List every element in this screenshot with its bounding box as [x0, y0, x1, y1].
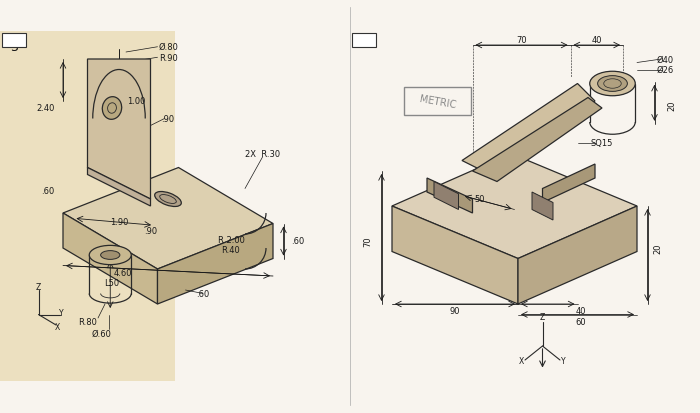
- Text: .60: .60: [291, 237, 304, 246]
- Text: .90: .90: [162, 115, 174, 124]
- Text: 70: 70: [516, 36, 527, 45]
- Text: L50: L50: [104, 279, 120, 288]
- Text: 20: 20: [654, 243, 662, 254]
- Text: Z: Z: [540, 312, 545, 321]
- Text: Ø40: Ø40: [657, 55, 673, 64]
- Polygon shape: [427, 178, 473, 214]
- Text: 40: 40: [592, 36, 602, 45]
- Ellipse shape: [155, 192, 181, 207]
- Text: 3: 3: [10, 34, 18, 47]
- Text: X: X: [55, 323, 60, 332]
- Polygon shape: [473, 98, 602, 182]
- Polygon shape: [88, 168, 150, 206]
- Polygon shape: [462, 84, 595, 175]
- Polygon shape: [0, 32, 175, 381]
- Text: METRIC: METRIC: [419, 94, 456, 110]
- Bar: [351, 34, 377, 47]
- Text: .90: .90: [144, 226, 157, 235]
- Ellipse shape: [102, 97, 122, 120]
- Text: 3: 3: [10, 40, 18, 54]
- Text: 2.40: 2.40: [36, 104, 55, 113]
- Text: R 2.00: R 2.00: [218, 235, 244, 244]
- Ellipse shape: [589, 72, 636, 97]
- Text: 4.60: 4.60: [113, 268, 132, 277]
- Text: 20: 20: [668, 100, 676, 111]
- Text: .60: .60: [41, 186, 54, 195]
- Text: 50: 50: [475, 195, 484, 204]
- Polygon shape: [63, 168, 273, 269]
- Text: 40: 40: [575, 307, 587, 316]
- Ellipse shape: [101, 251, 120, 260]
- Text: Y: Y: [561, 356, 566, 365]
- Bar: [1, 34, 27, 47]
- Text: SQ15: SQ15: [591, 139, 613, 148]
- Polygon shape: [88, 60, 150, 199]
- Ellipse shape: [90, 246, 132, 265]
- Polygon shape: [434, 182, 458, 210]
- Text: 1.90: 1.90: [110, 218, 128, 227]
- Text: R.80: R.80: [78, 317, 97, 326]
- Polygon shape: [63, 214, 158, 304]
- Text: Ø26: Ø26: [657, 66, 673, 75]
- Text: 1.00: 1.00: [127, 97, 146, 106]
- Text: .60: .60: [197, 289, 209, 298]
- Text: 15: 15: [536, 112, 550, 126]
- Text: Ø.60: Ø.60: [92, 330, 111, 338]
- Text: Y: Y: [59, 309, 64, 318]
- Polygon shape: [542, 165, 595, 203]
- Polygon shape: [392, 206, 518, 304]
- Polygon shape: [532, 192, 553, 221]
- Text: 70: 70: [363, 236, 372, 247]
- Text: Ø.80: Ø.80: [158, 43, 178, 52]
- Text: Z: Z: [36, 282, 41, 291]
- Text: 60: 60: [575, 317, 587, 326]
- Polygon shape: [0, 32, 175, 381]
- Text: R.90: R.90: [159, 54, 177, 63]
- Ellipse shape: [598, 76, 627, 92]
- Text: X: X: [519, 356, 524, 365]
- Text: 90: 90: [449, 307, 461, 316]
- Polygon shape: [158, 224, 273, 304]
- Text: R.40: R.40: [222, 246, 240, 255]
- Polygon shape: [518, 206, 637, 304]
- Text: 4: 4: [360, 34, 368, 47]
- Polygon shape: [392, 154, 637, 259]
- Text: 2X  R.30: 2X R.30: [245, 150, 280, 159]
